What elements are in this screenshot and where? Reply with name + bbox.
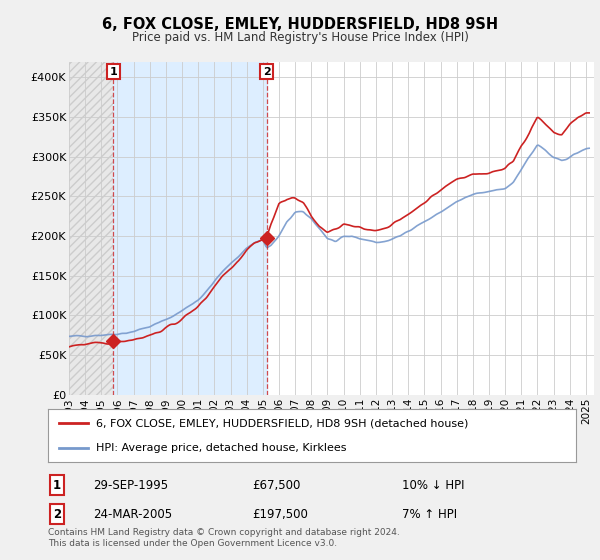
Text: 1: 1 <box>53 479 61 492</box>
Text: 2: 2 <box>263 67 271 77</box>
Text: 2: 2 <box>53 508 61 521</box>
Text: 7% ↑ HPI: 7% ↑ HPI <box>402 508 457 521</box>
Text: Contains HM Land Registry data © Crown copyright and database right 2024.
This d: Contains HM Land Registry data © Crown c… <box>48 528 400 548</box>
Text: 24-MAR-2005: 24-MAR-2005 <box>93 508 172 521</box>
Bar <box>113 62 266 395</box>
Text: HPI: Average price, detached house, Kirklees: HPI: Average price, detached house, Kirk… <box>95 442 346 452</box>
Text: 29-SEP-1995: 29-SEP-1995 <box>93 479 168 492</box>
Text: 6, FOX CLOSE, EMLEY, HUDDERSFIELD, HD8 9SH (detached house): 6, FOX CLOSE, EMLEY, HUDDERSFIELD, HD8 9… <box>95 418 468 428</box>
Text: £197,500: £197,500 <box>252 508 308 521</box>
Text: £67,500: £67,500 <box>252 479 301 492</box>
Text: 1: 1 <box>110 67 117 77</box>
Bar <box>69 62 113 395</box>
Text: Price paid vs. HM Land Registry's House Price Index (HPI): Price paid vs. HM Land Registry's House … <box>131 31 469 44</box>
Text: 6, FOX CLOSE, EMLEY, HUDDERSFIELD, HD8 9SH: 6, FOX CLOSE, EMLEY, HUDDERSFIELD, HD8 9… <box>102 17 498 32</box>
Bar <box>69 62 113 395</box>
Text: 10% ↓ HPI: 10% ↓ HPI <box>402 479 464 492</box>
